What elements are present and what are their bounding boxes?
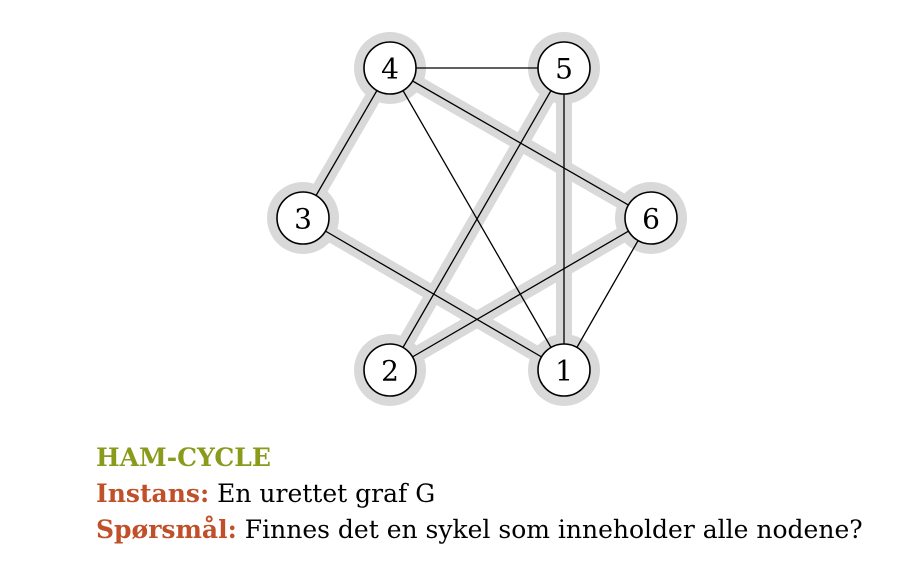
question-line: Spørsmål: Finnes det en sykel som inneho… [96,512,863,548]
node-1 [537,343,591,397]
node-6 [624,191,678,245]
problem-name: HAM-CYCLE [96,443,271,472]
node-4 [363,41,417,95]
node-5 [537,41,591,95]
node-2 [363,343,417,397]
edge-6-2 [389,217,652,371]
graph-edges [302,67,652,371]
node-label-3: 3 [294,203,312,236]
question-label: Spørsmål: [96,515,237,544]
graph-nodes: 4 5 3 6 2 1 [276,41,678,397]
problem-definition: HAM-CYCLE Instans: En urettet graf G Spø… [96,440,863,548]
node-label-6: 6 [642,203,660,236]
instance-label: Instans: [96,479,210,508]
edge-3-1 [302,217,565,371]
edge-4-3 [302,67,391,219]
node-label-4: 4 [381,53,399,86]
question-text: Finnes det en sykel som inneholder alle … [236,515,863,544]
instance-text: En urettet graf G [209,479,436,508]
node-label-5: 5 [555,53,573,86]
instance-line: Instans: En urettet graf G [96,476,863,512]
graph-diagram: 4 5 3 6 2 1 [267,32,687,406]
node-3 [276,191,330,245]
edge-6-1 [563,217,652,371]
node-label-1: 1 [555,355,573,388]
edge-5-2 [389,67,565,371]
node-label-2: 2 [381,355,399,388]
